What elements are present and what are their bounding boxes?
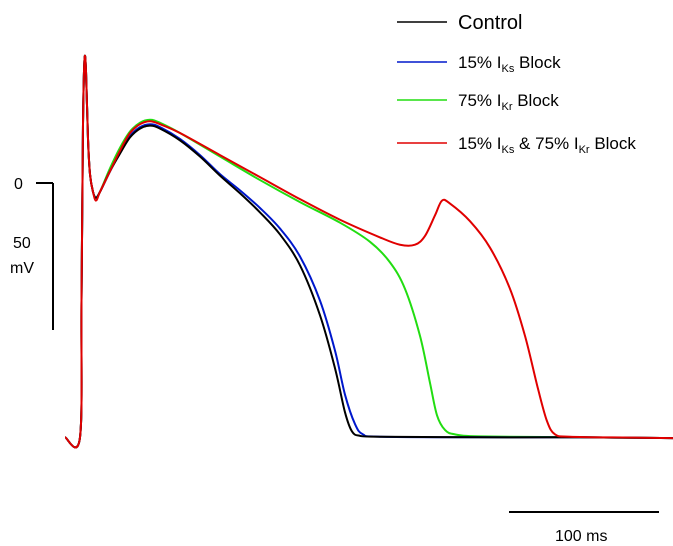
trace-ikr-block: [64, 54, 673, 449]
voltage-scale-bar: 0 50 mV: [10, 176, 54, 330]
legend-entry-combined-block: 15% IKs & 75% IKr Block: [397, 134, 636, 156]
chart-legend: Control 15% IKs Block 75% IKr Block 15% …: [397, 12, 636, 156]
plot-traces: [64, 54, 673, 449]
time-scale-label: 100 ms: [555, 528, 607, 545]
voltage-scale-unit: mV: [10, 260, 34, 277]
trace-control: [64, 54, 673, 449]
time-scale-bar: 100 ms: [509, 511, 659, 545]
legend-entry-control: Control: [397, 12, 522, 34]
trace-iks-block: [64, 54, 673, 449]
voltage-scale-value: 50: [13, 235, 31, 252]
legend-entry-iks-block: 15% IKs Block: [397, 53, 561, 75]
legend-label-control: Control: [458, 12, 522, 34]
legend-entry-ikr-block: 75% IKr Block: [397, 91, 559, 113]
legend-label-ikr-block: 75% IKr Block: [458, 91, 559, 113]
legend-label-combined-block: 15% IKs & 75% IKr Block: [458, 134, 636, 156]
voltage-zero-label: 0: [14, 176, 23, 193]
trace-combined-block: [64, 54, 673, 449]
legend-label-iks-block: 15% IKs Block: [458, 53, 561, 75]
